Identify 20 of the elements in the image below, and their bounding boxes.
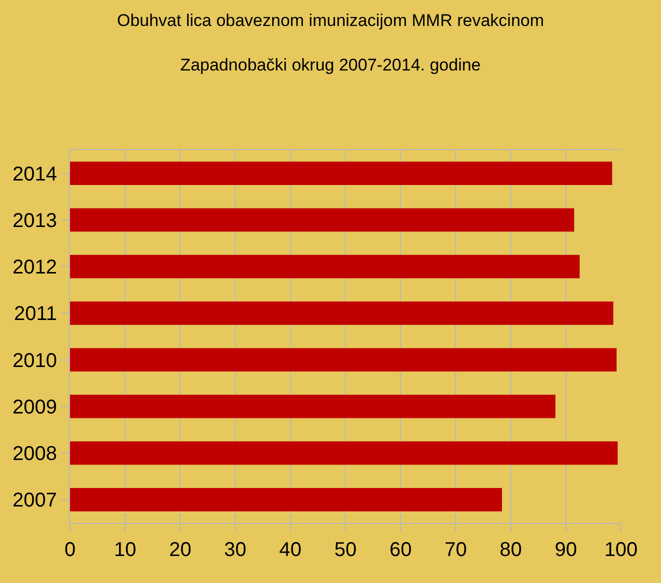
x-tick-label: 30	[224, 539, 246, 561]
y-tick-label: 2007	[12, 490, 57, 512]
x-tick-label: 70	[444, 539, 467, 561]
x-tick-label: 80	[500, 539, 522, 561]
x-tick-label: 50	[334, 539, 357, 561]
y-tick-label: 2008	[12, 443, 57, 466]
x-tick-label: 100	[604, 539, 638, 561]
x-tick-label: 60	[389, 539, 412, 561]
y-tick-label: 2013	[12, 210, 57, 232]
x-tick-label: 90	[554, 539, 578, 561]
y-tick-label: 2011	[14, 303, 57, 326]
x-tick-label: 0	[64, 539, 76, 561]
x-tick-label: 10	[114, 539, 136, 561]
chart-title: Obuhvat lica obaveznom imunizacijom MMR revakcinom Zapadnobački okrug 2007-2014. godine	[116, 11, 544, 74]
x-tick-label: 20	[169, 539, 192, 561]
y-tick-label: 2009	[12, 396, 57, 418]
y-tick-label: 2014	[12, 163, 57, 186]
x-tick-label: 40	[279, 539, 302, 561]
y-tick-label: 2012	[12, 256, 57, 279]
y-tick-label: 2010	[12, 350, 57, 372]
